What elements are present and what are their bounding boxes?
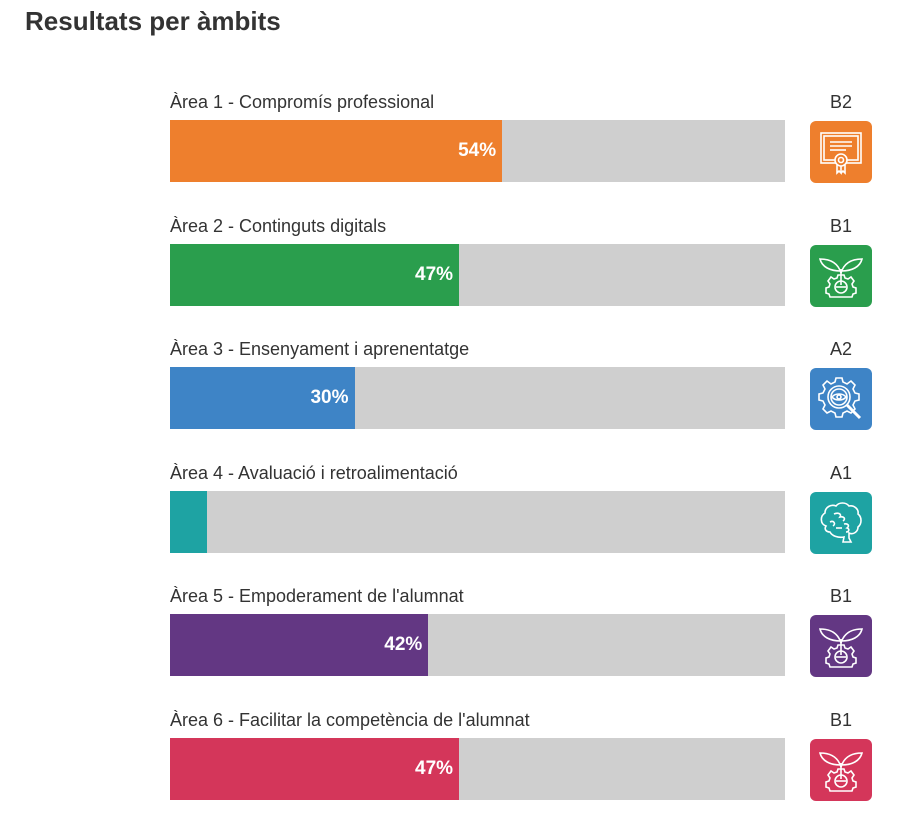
level-badge: A2 bbox=[810, 339, 872, 360]
level-badge: B1 bbox=[810, 710, 872, 731]
level-badge: B1 bbox=[810, 586, 872, 607]
plant-gear-icon bbox=[810, 245, 872, 307]
plant-gear-icon bbox=[810, 615, 872, 677]
progress-track: 54% bbox=[170, 120, 785, 182]
area-label: Àrea 5 - Empoderament de l'alumnat bbox=[170, 586, 464, 607]
area-label: Àrea 6 - Facilitar la competència de l'a… bbox=[170, 710, 530, 731]
area-row: Àrea 2 - Continguts digitals 47% B1 bbox=[170, 216, 880, 340]
progress-bar bbox=[170, 491, 207, 553]
progress-track: 47% bbox=[170, 738, 785, 800]
page-title: Resultats per àmbits bbox=[25, 6, 281, 37]
area-row: Àrea 3 - Ensenyament i aprenentatge 30% A2 bbox=[170, 339, 880, 463]
area-row: Àrea 5 - Empoderament de l'alumnat 42% B1 bbox=[170, 586, 880, 710]
area-label: Àrea 4 - Avaluació i retroalimentació bbox=[170, 463, 458, 484]
area-label: Àrea 1 - Compromís professional bbox=[170, 92, 434, 113]
area-label: Àrea 2 - Continguts digitals bbox=[170, 216, 386, 237]
percent-label: 30% bbox=[310, 367, 354, 429]
area-row: Àrea 6 - Facilitar la competència de l'a… bbox=[170, 710, 880, 833]
level-badge: A1 bbox=[810, 463, 872, 484]
percent-label: 47% bbox=[415, 738, 459, 800]
progress-bar bbox=[170, 120, 502, 182]
area-label: Àrea 3 - Ensenyament i aprenentatge bbox=[170, 339, 469, 360]
progress-track: 30% bbox=[170, 367, 785, 429]
brain-icon bbox=[810, 492, 872, 554]
progress-track bbox=[170, 491, 785, 553]
area-row: Àrea 4 - Avaluació i retroalimentació A1 bbox=[170, 463, 880, 587]
percent-label: 54% bbox=[458, 120, 502, 182]
level-badge: B2 bbox=[810, 92, 872, 113]
percent-label: 42% bbox=[384, 614, 428, 676]
gear-eye-search-icon bbox=[810, 368, 872, 430]
plant-gear-icon bbox=[810, 739, 872, 801]
area-results-chart: Àrea 1 - Compromís professional 54% B2 Àre… bbox=[170, 92, 880, 833]
percent-label: 47% bbox=[415, 244, 459, 306]
area-row: Àrea 1 - Compromís professional 54% B2 bbox=[170, 92, 880, 216]
level-badge: B1 bbox=[810, 216, 872, 237]
progress-track: 42% bbox=[170, 614, 785, 676]
certificate-icon bbox=[810, 121, 872, 183]
progress-track: 47% bbox=[170, 244, 785, 306]
